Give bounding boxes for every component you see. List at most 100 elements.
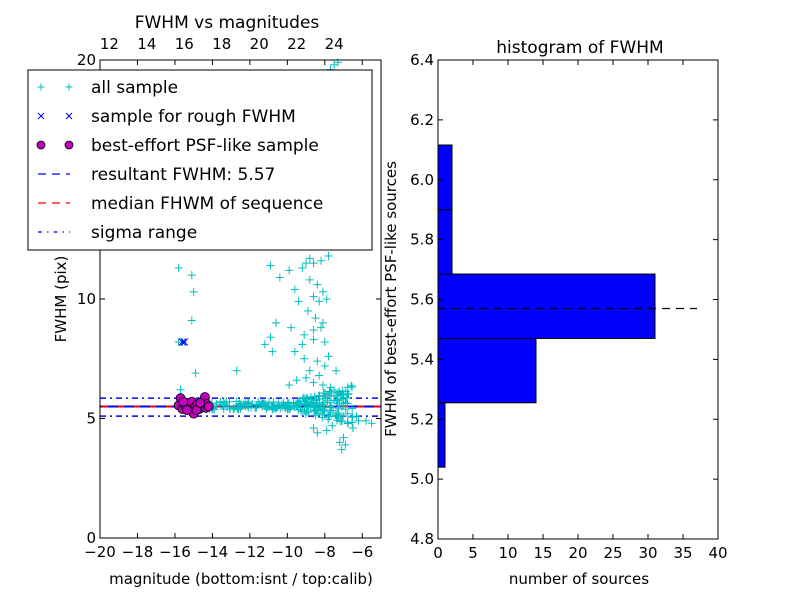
scatter-points bbox=[173, 58, 376, 454]
histogram-panel: 0 5 10 15 20 25 30 35 40 4.8 5.0 5.2 5.4 5.6 5.8 6.0 6.… bbox=[382, 38, 728, 588]
data-point bbox=[347, 381, 356, 390]
data-point bbox=[180, 338, 189, 346]
data-point bbox=[311, 314, 320, 323]
histogram-bar bbox=[437, 144, 453, 211]
data-point bbox=[311, 403, 320, 412]
data-point bbox=[269, 397, 278, 406]
y-tick-label: 5 bbox=[86, 410, 96, 428]
data-point bbox=[219, 397, 228, 406]
data-point bbox=[318, 394, 327, 403]
x-tick-label: −10 bbox=[272, 543, 304, 561]
histogram-bar bbox=[437, 273, 656, 339]
data-point bbox=[298, 263, 307, 272]
data-point bbox=[274, 401, 283, 410]
data-point bbox=[352, 412, 361, 421]
histogram-bar bbox=[437, 402, 446, 468]
data-point bbox=[348, 404, 357, 413]
data-point bbox=[322, 295, 331, 303]
data-point bbox=[315, 297, 324, 306]
top-tick-label: 22 bbox=[287, 35, 306, 53]
data-point bbox=[290, 285, 299, 294]
data-point bbox=[266, 261, 275, 270]
legend-entry: median FHWM of sequence bbox=[38, 194, 323, 214]
data-point bbox=[176, 385, 185, 394]
y-tick-label: 20 bbox=[77, 51, 96, 69]
data-point bbox=[309, 326, 318, 335]
data-point bbox=[301, 395, 310, 404]
data-point bbox=[354, 416, 363, 425]
data-point bbox=[294, 405, 303, 414]
y-tick-label: 6.2 bbox=[410, 111, 434, 129]
legend-label: best-effort PSF-like sample bbox=[91, 136, 319, 156]
data-point bbox=[320, 361, 329, 370]
data-point bbox=[313, 357, 322, 366]
data-point bbox=[339, 433, 348, 442]
data-point bbox=[267, 402, 276, 411]
data-point bbox=[326, 383, 335, 392]
data-point bbox=[320, 406, 329, 415]
scatter-xlabel: magnitude (bottom:isnt / top:calib) bbox=[109, 570, 373, 588]
data-point bbox=[279, 398, 288, 407]
x-tick-label: −20 bbox=[84, 543, 116, 561]
data-point bbox=[334, 404, 343, 413]
data-point bbox=[348, 424, 357, 433]
legend: all sample sample for rough FWHM best-effo… bbox=[27, 69, 373, 251]
x-tick-label: −14 bbox=[197, 543, 229, 561]
data-point bbox=[341, 387, 350, 396]
data-point bbox=[362, 416, 371, 425]
scatter-panel: −20 −18 −16 −14 −12 −10 −8 −6 0 5 10 20 12 14 16 18 20… bbox=[27, 13, 382, 588]
data-point bbox=[337, 417, 346, 426]
data-point bbox=[268, 404, 277, 413]
data-point bbox=[297, 407, 306, 416]
x-tick-label: −12 bbox=[234, 543, 266, 561]
top-tick-label: 20 bbox=[250, 35, 269, 53]
data-point bbox=[312, 395, 321, 404]
data-point bbox=[324, 251, 333, 260]
x-axis-ticks: −20 −18 −16 −14 −12 −10 −8 −6 bbox=[84, 60, 373, 561]
data-point bbox=[287, 323, 296, 332]
histogram-bar bbox=[437, 209, 453, 275]
data-point bbox=[289, 398, 298, 407]
data-point bbox=[309, 335, 318, 344]
data-point bbox=[212, 400, 221, 409]
x-tick-label: 20 bbox=[568, 544, 587, 562]
data-point bbox=[338, 394, 347, 403]
y-axis-ticks: 4.8 5.0 5.2 5.4 5.6 5.8 6.0 6.2 6.4 bbox=[410, 51, 718, 548]
data-point bbox=[319, 389, 328, 398]
data-point bbox=[191, 369, 200, 378]
data-point bbox=[302, 259, 311, 268]
scatter-title: FWHM vs magnitudes bbox=[135, 13, 320, 33]
data-point bbox=[315, 371, 324, 380]
legend-entry: sample for rough FWHM bbox=[37, 107, 296, 127]
data-point bbox=[260, 340, 269, 349]
data-point bbox=[313, 428, 322, 437]
x-tick-label: 0 bbox=[433, 544, 443, 562]
data-point bbox=[318, 287, 327, 296]
scatter-ylabel: FWHM (pix) bbox=[52, 256, 70, 343]
data-point bbox=[343, 399, 352, 408]
data-point bbox=[302, 373, 311, 382]
data-point bbox=[272, 318, 281, 327]
data-point bbox=[280, 402, 289, 411]
histogram-title: histogram of FWHM bbox=[496, 38, 663, 58]
data-point bbox=[294, 297, 303, 306]
data-point bbox=[187, 271, 196, 280]
x-tick-label: −16 bbox=[159, 543, 191, 561]
data-point bbox=[305, 366, 314, 375]
data-point bbox=[174, 263, 183, 272]
data-point bbox=[343, 409, 352, 418]
x-tick-label: 10 bbox=[498, 544, 517, 562]
data-point bbox=[178, 338, 187, 346]
data-point bbox=[285, 266, 294, 275]
data-point bbox=[342, 393, 351, 402]
x-axis-ticks: 0 5 10 15 20 25 30 35 40 bbox=[433, 60, 728, 562]
data-point bbox=[332, 391, 341, 400]
data-point bbox=[343, 383, 352, 392]
data-point bbox=[292, 376, 301, 385]
y-tick-label: 6.4 bbox=[410, 51, 434, 69]
x-tick-label: 25 bbox=[603, 544, 622, 562]
histogram-xlabel: number of sources bbox=[509, 570, 649, 588]
data-point bbox=[324, 415, 333, 424]
data-point bbox=[336, 390, 345, 399]
data-point bbox=[317, 256, 326, 265]
